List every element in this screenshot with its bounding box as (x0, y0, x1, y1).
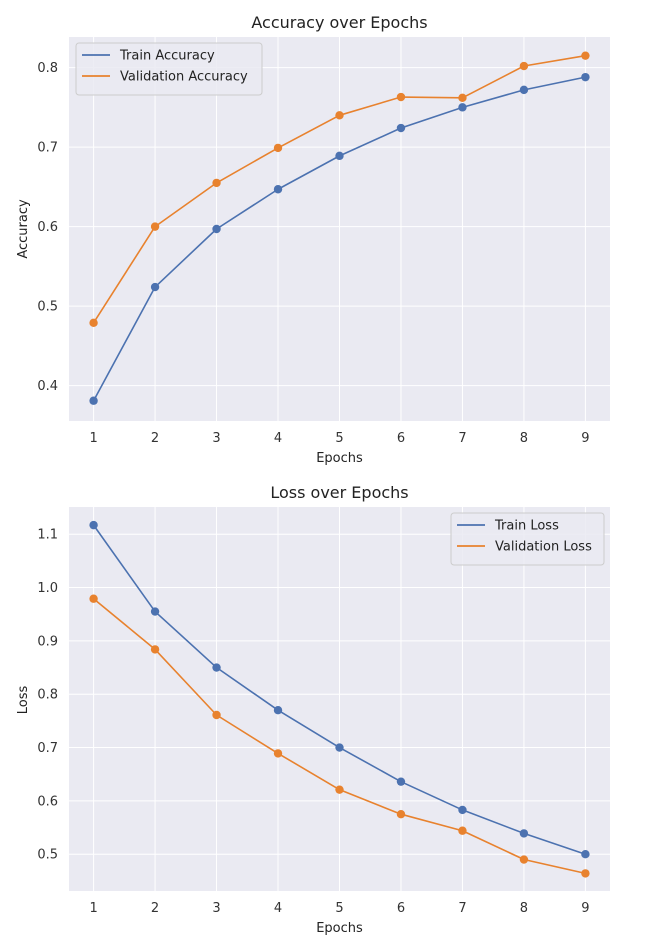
loss-x-tick-label: 5 (335, 901, 343, 916)
validation-loss-legend-label: Validation Loss (495, 540, 592, 555)
validation-loss-point (273, 749, 283, 758)
train-loss-point (519, 829, 529, 838)
train-accuracy-point (273, 185, 283, 194)
accuracy-x-tick-label: 7 (458, 431, 466, 446)
accuracy-x-tick-label: 9 (581, 431, 589, 446)
train-accuracy-point (89, 396, 98, 405)
accuracy-x-ticks: 1 2 3 4 5 6 7 8 9 (89, 431, 589, 446)
loss-series (89, 520, 590, 878)
train-loss-legend-label: Train Loss (494, 519, 559, 534)
loss-x-tick-label: 7 (458, 901, 466, 916)
accuracy-x-tick-label: 6 (397, 431, 405, 446)
accuracy-y-axis-label: Accuracy (16, 199, 31, 259)
loss-grid (69, 507, 610, 891)
accuracy-y-tick-label: 0.7 (37, 141, 58, 156)
loss-chart-title: Loss over Epochs (270, 483, 408, 502)
accuracy-series (89, 51, 590, 405)
loss-legend-box (450, 512, 605, 566)
validation-accuracy-point (396, 92, 406, 102)
validation-accuracy-point (519, 61, 529, 71)
validation-accuracy-point (458, 93, 467, 103)
train-accuracy-point (212, 224, 221, 234)
accuracy-y-tick-label: 0.4 (37, 379, 58, 394)
loss-x-tick-label: 4 (274, 901, 282, 916)
loss-y-tick-label: 1.0 (37, 581, 58, 596)
train-loss-point (89, 520, 98, 530)
train-accuracy-point (150, 282, 160, 292)
loss-y-tick-label: 0.7 (37, 741, 58, 756)
accuracy-chart-title: Accuracy over Epochs (251, 13, 427, 32)
validation-accuracy-point (581, 51, 590, 60)
loss-x-axis-label: Epochs (316, 921, 363, 936)
accuracy-y-ticks: 0.4 0.5 0.6 0.7 0.8 (37, 61, 58, 394)
validation-loss-point (335, 785, 344, 794)
train-accuracy-point (335, 151, 344, 161)
accuracy-y-tick-label: 0.6 (37, 220, 58, 235)
accuracy-legend: Train Accuracy Validation Accuracy (75, 42, 263, 96)
validation-loss-point (212, 710, 221, 720)
loss-y-tick-label: 0.5 (37, 848, 58, 863)
loss-x-tick-label: 2 (151, 901, 159, 916)
validation-loss-point (458, 826, 467, 835)
loss-legend: Train Loss Validation Loss (450, 512, 605, 566)
train-loss-point (458, 805, 467, 815)
loss-y-tick-label: 1.1 (37, 528, 58, 543)
validation-loss-point (89, 594, 98, 603)
train-loss-point (150, 607, 160, 616)
accuracy-x-tick-label: 4 (274, 431, 282, 446)
validation-accuracy-point (150, 222, 160, 231)
accuracy-x-tick-label: 2 (151, 431, 159, 446)
validation-accuracy-point (89, 318, 98, 328)
validation-accuracy-point (335, 111, 344, 120)
loss-x-tick-label: 3 (212, 901, 220, 916)
loss-x-tick-label: 8 (520, 901, 528, 916)
train-accuracy-point (458, 103, 467, 112)
validation-loss-point (150, 645, 160, 654)
accuracy-x-tick-label: 1 (89, 431, 97, 446)
accuracy-chart: Accuracy over Epochs 0.4 0.5 0.6 0.7 0.8 1 2 3… (16, 13, 610, 466)
loss-y-tick-label: 0.8 (37, 688, 58, 703)
train-loss-point (273, 706, 283, 715)
loss-y-tick-label: 0.6 (37, 794, 58, 809)
loss-chart: Loss over Epochs 0.5 0.6 0.7 0.8 0.9 1.0 1.1 1… (16, 483, 610, 936)
accuracy-x-tick-label: 5 (335, 431, 343, 446)
train-loss-point (396, 777, 406, 786)
accuracy-y-tick-label: 0.8 (37, 61, 58, 76)
loss-x-tick-label: 9 (581, 901, 589, 916)
loss-x-tick-label: 6 (397, 901, 405, 916)
validation-accuracy-point (212, 178, 221, 188)
validation-loss-point (396, 810, 406, 819)
train-accuracy-point (581, 72, 590, 82)
accuracy-legend-box (75, 42, 263, 96)
validation-accuracy-legend-label: Validation Accuracy (120, 70, 248, 85)
accuracy-y-tick-label: 0.5 (37, 300, 58, 315)
train-accuracy-legend-label: Train Accuracy (119, 49, 215, 64)
train-accuracy-point (396, 123, 406, 133)
validation-accuracy-point (273, 143, 283, 153)
train-loss-point (335, 743, 344, 752)
accuracy-x-axis-label: Epochs (316, 451, 363, 466)
loss-x-ticks: 1 2 3 4 5 6 7 8 9 (89, 901, 589, 916)
accuracy-x-tick-label: 8 (520, 431, 528, 446)
loss-y-axis-label: Loss (16, 686, 31, 715)
train-loss-point (581, 850, 590, 859)
loss-x-tick-label: 1 (89, 901, 97, 916)
loss-y-ticks: 0.5 0.6 0.7 0.8 0.9 1.0 1.1 (37, 528, 58, 863)
loss-y-tick-label: 0.9 (37, 634, 58, 649)
validation-loss-point (519, 855, 529, 864)
accuracy-x-tick-label: 3 (212, 431, 220, 446)
validation-loss-point (581, 869, 590, 878)
train-accuracy-point (519, 85, 529, 95)
train-loss-point (212, 663, 221, 672)
